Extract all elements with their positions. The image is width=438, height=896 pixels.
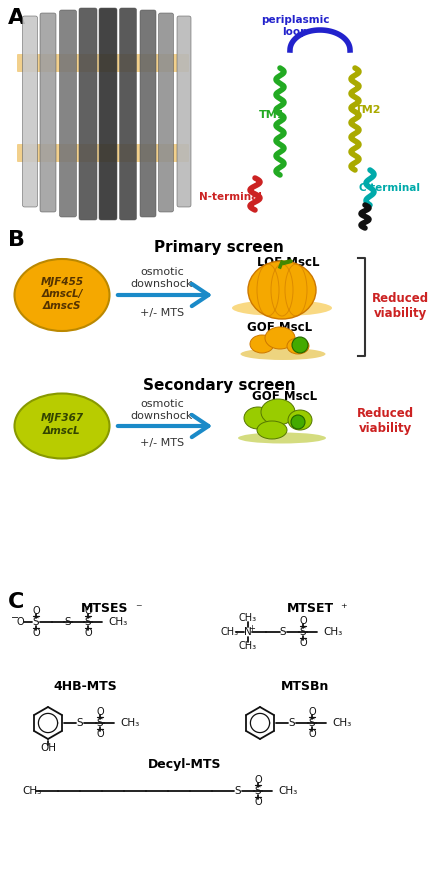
Text: O: O xyxy=(32,606,40,616)
Text: CH₃: CH₃ xyxy=(220,627,239,637)
Text: ⁺: ⁺ xyxy=(339,602,346,615)
Text: TM2: TM2 xyxy=(354,105,380,115)
FancyBboxPatch shape xyxy=(79,8,97,220)
Text: O: O xyxy=(32,628,40,638)
Ellipse shape xyxy=(14,393,109,459)
Text: C: C xyxy=(8,592,25,612)
Text: TM1: TM1 xyxy=(258,110,285,120)
Text: CH₃: CH₃ xyxy=(322,627,342,637)
Text: B: B xyxy=(8,230,25,250)
FancyBboxPatch shape xyxy=(158,13,173,212)
Text: 4HB-MTS: 4HB-MTS xyxy=(53,680,117,693)
Text: S: S xyxy=(288,718,295,728)
Text: Secondary screen: Secondary screen xyxy=(142,378,295,393)
Text: +/- MTS: +/- MTS xyxy=(140,438,184,448)
Text: O: O xyxy=(307,729,315,739)
Ellipse shape xyxy=(249,335,273,353)
Text: ΔmscS: ΔmscS xyxy=(42,301,81,311)
FancyBboxPatch shape xyxy=(99,8,117,220)
Text: O: O xyxy=(84,606,92,616)
Text: osmotic
downshock: osmotic downshock xyxy=(131,267,193,289)
Ellipse shape xyxy=(247,261,315,319)
Circle shape xyxy=(290,415,304,429)
FancyBboxPatch shape xyxy=(60,10,76,217)
Text: GOF MscL: GOF MscL xyxy=(252,390,317,403)
Text: O: O xyxy=(299,638,306,648)
Text: Decyl-MTS: Decyl-MTS xyxy=(148,758,221,771)
Text: CH₃: CH₃ xyxy=(108,617,127,627)
Ellipse shape xyxy=(240,348,325,360)
Text: Reduced
viability: Reduced viability xyxy=(371,292,427,320)
Text: ΔmscL/: ΔmscL/ xyxy=(41,289,82,299)
Text: S: S xyxy=(32,617,39,627)
Text: ⁻: ⁻ xyxy=(135,602,141,615)
FancyBboxPatch shape xyxy=(140,10,155,217)
Ellipse shape xyxy=(256,421,286,439)
Text: O: O xyxy=(307,707,315,717)
Ellipse shape xyxy=(286,338,308,354)
Text: MTSES: MTSES xyxy=(81,602,128,615)
Ellipse shape xyxy=(265,327,294,349)
Text: O: O xyxy=(96,729,103,739)
Text: Primary screen: Primary screen xyxy=(154,240,283,255)
FancyBboxPatch shape xyxy=(40,13,56,212)
Text: MJF455: MJF455 xyxy=(40,277,83,287)
FancyBboxPatch shape xyxy=(119,8,136,220)
Text: S: S xyxy=(308,718,314,728)
Text: GOF MscL: GOF MscL xyxy=(247,321,312,334)
Text: S: S xyxy=(96,718,103,728)
Text: CH₃: CH₃ xyxy=(120,718,139,728)
Ellipse shape xyxy=(244,407,272,429)
FancyBboxPatch shape xyxy=(17,54,189,72)
Text: O: O xyxy=(254,775,261,785)
Text: CH₃: CH₃ xyxy=(22,786,41,796)
Text: S: S xyxy=(85,617,91,627)
Text: O: O xyxy=(299,616,306,626)
Text: CH₃: CH₃ xyxy=(238,641,257,651)
Text: S: S xyxy=(77,718,83,728)
Text: S: S xyxy=(254,786,261,796)
Text: +: + xyxy=(248,624,255,633)
Ellipse shape xyxy=(231,300,331,316)
FancyBboxPatch shape xyxy=(17,144,189,162)
Text: Reduced
viability: Reduced viability xyxy=(356,407,413,435)
Text: O: O xyxy=(16,617,24,627)
FancyArrowPatch shape xyxy=(282,260,292,264)
Text: MTSBn: MTSBn xyxy=(280,680,328,693)
FancyBboxPatch shape xyxy=(22,16,37,207)
Text: osmotic
downshock: osmotic downshock xyxy=(131,400,193,421)
Circle shape xyxy=(291,337,307,353)
Text: N: N xyxy=(244,627,251,637)
Text: O: O xyxy=(254,797,261,807)
Text: MJF367: MJF367 xyxy=(40,413,83,423)
Ellipse shape xyxy=(14,259,109,331)
Text: C-terminal: C-terminal xyxy=(358,183,420,193)
Text: S: S xyxy=(64,617,71,627)
Text: −: − xyxy=(11,613,19,623)
Text: A: A xyxy=(8,8,25,28)
FancyBboxPatch shape xyxy=(177,16,191,207)
Ellipse shape xyxy=(261,399,294,425)
Text: periplasmic
loop: periplasmic loop xyxy=(260,15,328,37)
Text: O: O xyxy=(84,628,92,638)
Text: ΔmscL: ΔmscL xyxy=(43,426,81,436)
Text: MTSET: MTSET xyxy=(286,602,333,615)
Text: O: O xyxy=(96,707,103,717)
Text: N-terminal: N-terminal xyxy=(198,192,261,202)
Text: LOF MscL: LOF MscL xyxy=(256,256,318,269)
Ellipse shape xyxy=(287,410,311,430)
Text: +/- MTS: +/- MTS xyxy=(140,308,184,318)
Text: CH₃: CH₃ xyxy=(331,718,350,728)
Text: S: S xyxy=(299,627,306,637)
Ellipse shape xyxy=(237,433,325,444)
Text: CH₃: CH₃ xyxy=(277,786,297,796)
Text: CH₃: CH₃ xyxy=(238,613,257,623)
Text: S: S xyxy=(279,627,286,637)
Text: OH: OH xyxy=(40,743,56,753)
FancyArrowPatch shape xyxy=(117,415,208,437)
Text: S: S xyxy=(234,786,241,796)
FancyArrowPatch shape xyxy=(117,284,208,306)
